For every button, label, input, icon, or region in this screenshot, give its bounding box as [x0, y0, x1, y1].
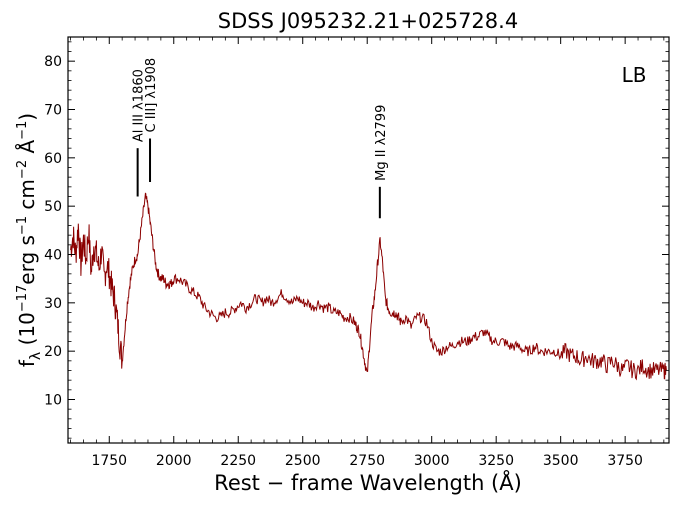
x-tick-label: 3500	[543, 453, 579, 469]
y-axis: 10 20 30 40 50 60 70 80	[44, 41, 669, 439]
y-tick-label: 80	[44, 54, 62, 70]
x-tick-label: 3750	[607, 453, 643, 469]
x-tick-label: 1750	[91, 453, 127, 469]
y-tick-label: 40	[44, 248, 62, 264]
y-tick-label: 10	[44, 393, 62, 409]
annotation-label: Mg II λ2799	[374, 105, 389, 181]
x-tick-label: 3000	[414, 453, 450, 469]
lb-label: LB	[622, 63, 647, 87]
x-axis: 1750 2000 2250 2500 2750 3000 3250 3500 3750	[70, 37, 665, 469]
y-tick-label: 20	[44, 344, 62, 360]
annotation-label: C III] λ1908	[144, 58, 159, 133]
x-tick-label: 2000	[156, 453, 192, 469]
x-tick-label: 3250	[478, 453, 514, 469]
annotation-label: Al III λ1860	[132, 69, 147, 142]
y-axis-label: fλ (10−17erg s−1 cm−2 Å−1)	[15, 113, 44, 367]
x-axis-label: Rest − frame Wavelength (Å)	[214, 469, 522, 495]
x-tick-label: 2750	[349, 453, 385, 469]
y-tick-label: 50	[44, 199, 62, 215]
y-tick-label: 70	[44, 103, 62, 119]
x-tick-label: 2500	[285, 453, 321, 469]
spectrum-line	[70, 192, 667, 381]
y-tick-label: 30	[44, 296, 62, 312]
plot-frame	[67, 36, 670, 444]
y-tick-label: 60	[44, 151, 62, 167]
x-tick-label: 2250	[220, 453, 256, 469]
chart-title: SDSS J095232.21+025728.4	[218, 9, 518, 33]
plot-area	[70, 192, 667, 381]
